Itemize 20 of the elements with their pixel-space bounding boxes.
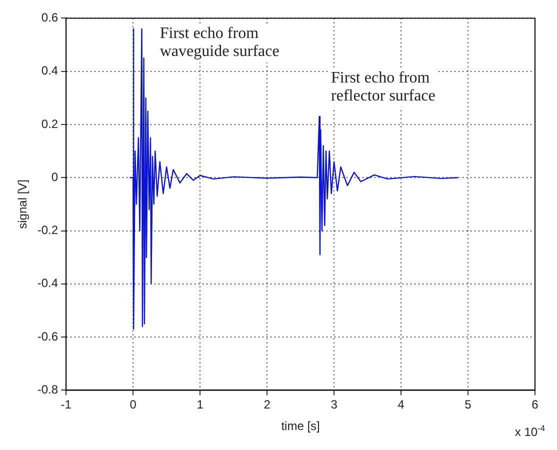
- x-axis-title: time [s]: [281, 419, 320, 434]
- x-tick-label: 5: [464, 398, 472, 412]
- annotation: First echo from waveguide surface: [160, 24, 280, 60]
- x-tick-label: 6: [532, 398, 539, 412]
- y-tick-label: -0.6: [37, 329, 58, 344]
- y-tick-label: 0: [51, 170, 58, 184]
- x-tick-label: 4: [398, 398, 405, 412]
- y-tick-label: -0.8: [37, 382, 58, 397]
- y-tick-label: 0.2: [41, 116, 58, 131]
- annotation: First echo from reflector surface: [331, 69, 436, 104]
- x-tick-label: 0: [130, 398, 137, 412]
- y-tick-label: 0.4: [41, 64, 58, 78]
- x-tick-label: -1: [60, 398, 72, 412]
- y-axis-title: signal [V]: [16, 180, 30, 229]
- x-tick-label: 1: [196, 398, 204, 412]
- x-tick-label: 2: [264, 398, 271, 412]
- y-tick-label: 0.6: [41, 10, 58, 25]
- y-tick-label: -0.2: [37, 223, 58, 238]
- y-tick-label: -0.4: [37, 276, 58, 290]
- x-tick-label: 3: [330, 398, 338, 412]
